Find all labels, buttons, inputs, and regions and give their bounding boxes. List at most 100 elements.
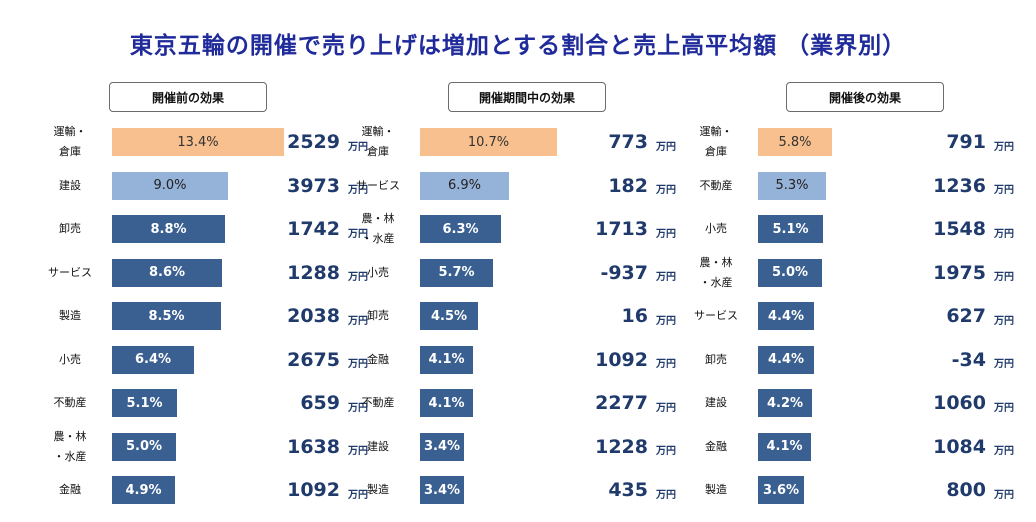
category-label: 不動産 — [53, 396, 87, 409]
amount-value: -937 — [600, 261, 648, 284]
bar-row: 小売 6.4% 2675 万円 — [30, 340, 370, 380]
bar: 3.4% — [420, 476, 464, 504]
amount-value: 1713 — [595, 218, 648, 240]
category-label: 建設 — [705, 396, 727, 409]
amount-value: 1228 — [595, 435, 648, 458]
bar-row: 建設 3.4% 1228 万円 — [338, 427, 678, 467]
category-label: 製造 — [59, 309, 81, 322]
category-label: 農・林 ・水産 — [699, 255, 733, 289]
amount-value: 2675 — [287, 348, 340, 371]
amount-unit: 万円 — [994, 141, 1014, 153]
bar: 4.9% — [112, 476, 175, 504]
bar-row: 卸売 4.4% -34 万円 — [676, 340, 1016, 380]
average-amount: 659 万円 — [280, 383, 368, 423]
bar-row: 製造 3.6% 800 万円 — [676, 470, 1016, 510]
amount-value: 773 — [608, 131, 648, 153]
bar-row: 運輸・ 倉庫 5.8% 791 万円 — [676, 122, 1016, 162]
category-label: 卸売 — [367, 309, 389, 322]
bar: 8.5% — [112, 302, 221, 330]
amount-value: 1742 — [287, 218, 340, 240]
bar-row: サービス 4.4% 627 万円 — [676, 296, 1016, 336]
bar-row: 卸売 8.8% 1742 万円 — [30, 209, 370, 249]
amount-value: 16 — [621, 305, 648, 327]
amount-unit: 万円 — [994, 359, 1014, 370]
amount-value: 1092 — [287, 479, 340, 501]
bar: 8.6% — [112, 258, 222, 287]
bar: 5.8% — [758, 128, 832, 156]
amount-unit: 万円 — [994, 446, 1014, 457]
bar: 13.4% — [112, 128, 284, 156]
average-amount: 1228 万円 — [588, 427, 676, 467]
bar: 5.1% — [112, 389, 177, 417]
bar-value-label: 6.3% — [442, 221, 479, 237]
bar-row: 運輸・ 倉庫 10.7% 773 万円 — [338, 122, 678, 162]
bar-value-label: 3.4% — [423, 482, 461, 498]
average-amount: 791 万円 — [926, 122, 1014, 162]
bar-value-label: 5.7% — [438, 265, 475, 280]
average-amount: 1236 万円 — [926, 166, 1014, 206]
category-label: 建設 — [367, 439, 389, 453]
average-amount: 182 万円 — [588, 166, 676, 206]
category-label: 不動産 — [699, 178, 733, 192]
bar: 6.9% — [420, 171, 509, 200]
bar: 4.2% — [758, 389, 812, 417]
bar-value-label: 13.4% — [177, 134, 219, 150]
amount-unit: 万円 — [994, 272, 1014, 283]
category-label: 農・林 ・水産 — [53, 429, 87, 463]
amount-value: 1092 — [595, 348, 648, 371]
category-label: 卸売 — [59, 222, 81, 235]
bar-value-label: 8.6% — [148, 265, 186, 280]
bar-value-label: 4.1% — [428, 395, 465, 411]
bar-row: 農・林 ・水産 5.0% 1638 万円 — [30, 427, 370, 467]
average-amount: 1288 万円 — [280, 253, 368, 293]
category-label: 製造 — [705, 483, 727, 496]
average-amount: 2675 万円 — [280, 340, 368, 380]
amount-unit: 万円 — [994, 315, 1014, 327]
bar-value-label: 5.8% — [778, 134, 812, 150]
amount-value: 1638 — [287, 435, 340, 458]
bar: 3.6% — [758, 476, 804, 504]
amount-value: 791 — [946, 131, 986, 153]
bar-value-label: 5.3% — [775, 178, 809, 193]
bar-value-label: 4.1% — [766, 439, 803, 454]
bar-value-label: 3.6% — [762, 482, 800, 498]
bar-row: 建設 9.0% 3973 万円 — [30, 166, 370, 206]
average-amount: 1742 万円 — [280, 209, 368, 249]
bar-row: サービス 8.6% 1288 万円 — [30, 253, 370, 293]
bar-value-label: 5.1% — [126, 395, 163, 411]
amount-value: 2038 — [287, 305, 340, 327]
average-amount: 1638 万円 — [280, 427, 368, 467]
category-label: 農・林 ・水産 — [361, 212, 395, 245]
average-amount: -34 万円 — [926, 340, 1014, 380]
bar: 4.4% — [758, 302, 814, 330]
amount-value: -34 — [951, 348, 986, 371]
bar-row: 農・林 ・水産 5.0% 1975 万円 — [676, 253, 1016, 293]
bar: 10.7% — [420, 128, 557, 156]
bar-value-label: 9.0% — [153, 178, 187, 193]
amount-value: 1548 — [933, 218, 986, 240]
amount-value: 435 — [608, 479, 648, 501]
bar-value-label: 4.4% — [767, 308, 805, 324]
average-amount: 1092 万円 — [280, 470, 368, 510]
bar-value-label: 4.2% — [766, 395, 804, 411]
panel-before: 開催前の効果 運輸・ 倉庫 13.4% 2529 万円 建設 9.0% 3973 万円 卸売 8.… — [30, 0, 370, 522]
bar-row: 金融 4.1% 1084 万円 — [676, 427, 1016, 467]
amount-unit: 万円 — [994, 185, 1014, 196]
amount-value: 1060 — [933, 392, 986, 414]
category-label: 運輸・ 倉庫 — [361, 125, 395, 158]
amount-unit: 万円 — [656, 489, 676, 501]
category-label: 金融 — [705, 439, 727, 453]
bar-value-label: 6.9% — [447, 178, 482, 193]
average-amount: 1060 万円 — [926, 383, 1014, 423]
bar-row: 金融 4.1% 1092 万円 — [338, 340, 678, 380]
amount-unit: 万円 — [656, 402, 676, 414]
amount-unit: 万円 — [348, 402, 368, 414]
amount-unit: 万円 — [656, 228, 676, 240]
average-amount: 3973 万円 — [280, 166, 368, 206]
bar: 4.1% — [420, 345, 473, 374]
amount-value: 3973 — [287, 174, 340, 197]
amount-value: 1975 — [933, 261, 986, 284]
panel-before-header: 開催前の効果 — [109, 82, 267, 112]
bar-row: 不動産 5.1% 659 万円 — [30, 383, 370, 423]
bar: 4.1% — [758, 432, 811, 461]
